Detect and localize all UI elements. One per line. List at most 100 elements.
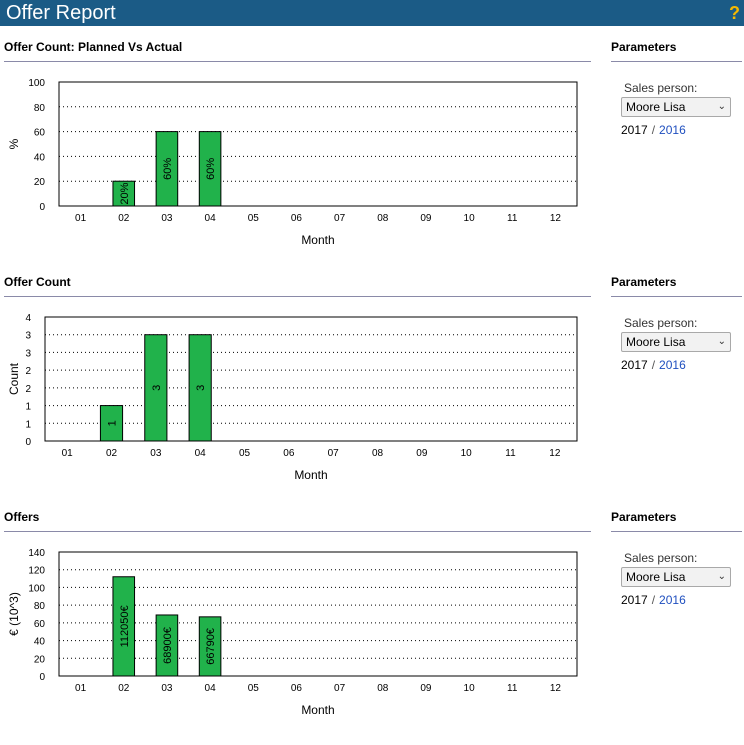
year-selector: 2017/2016 xyxy=(621,593,686,607)
chevron-down-icon: ⌄ xyxy=(717,336,726,347)
title-bar: Offer Report ? xyxy=(0,0,744,26)
section-title: Offer Count: Planned Vs Actual xyxy=(4,40,183,54)
salesperson-select[interactable]: Moore Lisa ⌄ xyxy=(621,332,731,352)
salesperson-select[interactable]: Moore Lisa ⌄ xyxy=(621,97,731,117)
y-tick-label: 20 xyxy=(34,654,46,665)
salesperson-label: Sales person: xyxy=(624,316,698,330)
x-tick-label: 08 xyxy=(377,213,389,224)
bar-data-label: 3 xyxy=(195,385,207,391)
x-tick-label: 12 xyxy=(550,683,562,694)
chart-section-offer-count: Offer Count Parameters Sales person: Moo… xyxy=(0,275,744,510)
year-current: 2017 xyxy=(621,593,648,607)
x-tick-label: 04 xyxy=(205,683,217,694)
x-tick-label: 08 xyxy=(377,683,389,694)
y-tick-label: 2 xyxy=(25,384,31,395)
x-tick-label: 10 xyxy=(461,448,473,459)
x-tick-label: 01 xyxy=(62,448,74,459)
gridlines xyxy=(59,551,577,659)
x-tick-label: 03 xyxy=(161,213,173,224)
plot-frame xyxy=(44,316,578,442)
y-tick-label: 0 xyxy=(39,672,45,683)
x-axis-label: Month xyxy=(301,703,334,717)
y-axis-label: € (10^3) xyxy=(7,592,21,636)
y-tick-label: 0 xyxy=(25,437,31,448)
offers-chart: 0 20 40 60 80 100 120 140 01 112050€ 02 68900€ 03 667… xyxy=(7,548,578,717)
bar-data-label: 60% xyxy=(162,158,174,180)
x-tick-label: 11 xyxy=(507,683,518,694)
y-tick-label: 120 xyxy=(28,566,45,577)
salesperson-value: Moore Lisa xyxy=(626,335,686,349)
year-selector: 2017/2016 xyxy=(621,358,686,372)
x-axis-label: Month xyxy=(301,233,334,247)
divider xyxy=(611,531,742,532)
divider xyxy=(611,296,742,297)
y-tick-label: 0 xyxy=(39,202,45,213)
x-tick-label: 04 xyxy=(195,448,207,459)
x-tick-label: 09 xyxy=(420,213,432,224)
salesperson-select[interactable]: Moore Lisa ⌄ xyxy=(621,567,731,587)
year-current: 2017 xyxy=(621,358,648,372)
y-tick-label: 1 xyxy=(25,402,31,413)
bar-data-label: 66790€ xyxy=(205,628,217,665)
parameters-title: Parameters xyxy=(611,40,677,54)
bar-data-label: 1 xyxy=(107,420,119,426)
year-separator: / xyxy=(651,593,656,607)
divider xyxy=(4,296,591,297)
y-tick-label: 140 xyxy=(28,548,45,559)
section-title: Offer Count xyxy=(4,275,71,289)
x-tick-label: 03 xyxy=(161,683,173,694)
x-tick-label: 07 xyxy=(328,448,340,459)
parameters-title: Parameters xyxy=(611,275,677,289)
x-tick-label: 07 xyxy=(334,683,346,694)
year-current: 2017 xyxy=(621,123,648,137)
gridlines xyxy=(45,316,577,424)
y-tick-label: 3 xyxy=(25,331,31,342)
salesperson-label: Sales person: xyxy=(624,551,698,565)
x-tick-label: 01 xyxy=(75,213,87,224)
chevron-down-icon: ⌄ xyxy=(717,571,726,582)
y-tick-label: 60 xyxy=(34,128,46,139)
year-separator: / xyxy=(651,358,656,372)
divider xyxy=(4,61,591,62)
x-tick-label: 01 xyxy=(75,683,87,694)
year-link[interactable]: 2016 xyxy=(659,358,686,372)
salesperson-label: Sales person: xyxy=(624,81,698,95)
x-tick-label: 02 xyxy=(106,448,118,459)
x-tick-label: 06 xyxy=(291,683,303,694)
x-tick-label: 11 xyxy=(505,448,516,459)
chevron-down-icon: ⌄ xyxy=(717,101,726,112)
year-link[interactable]: 2016 xyxy=(659,123,686,137)
bar-data-label: 20% xyxy=(119,182,131,204)
parameters-title: Parameters xyxy=(611,510,677,524)
chart-section-offers: Offers Parameters Sales person: Moore Li… xyxy=(0,510,744,745)
help-icon[interactable]: ? xyxy=(729,3,740,23)
divider xyxy=(4,531,591,532)
x-tick-label: 02 xyxy=(118,683,130,694)
x-axis-label: Month xyxy=(294,468,327,482)
year-link[interactable]: 2016 xyxy=(659,593,686,607)
bar-data-label: 3 xyxy=(151,385,163,391)
y-tick-label: 60 xyxy=(34,619,46,630)
plot-frame xyxy=(58,81,578,207)
x-tick-label: 10 xyxy=(464,683,476,694)
x-tick-label: 12 xyxy=(550,213,562,224)
x-tick-label: 04 xyxy=(205,213,217,224)
x-tick-label: 10 xyxy=(464,213,476,224)
y-tick-label: 20 xyxy=(34,177,46,188)
x-tick-label: 06 xyxy=(291,213,303,224)
year-selector: 2017/2016 xyxy=(621,123,686,137)
x-tick-label: 07 xyxy=(334,213,346,224)
salesperson-value: Moore Lisa xyxy=(626,570,686,584)
y-tick-label: 1 xyxy=(25,419,31,430)
x-tick-label: 09 xyxy=(416,448,428,459)
divider xyxy=(611,61,742,62)
y-tick-label: 80 xyxy=(34,103,46,114)
y-tick-label: 3 xyxy=(25,348,31,359)
offer-count-planned-vs-actual-chart: 0 20 40 60 80 100 01 20% 02 60% 03 60% 04 05 06 07 08 09 1… xyxy=(7,78,578,247)
gridlines xyxy=(59,81,577,182)
section-title: Offers xyxy=(4,510,40,524)
chart-section-planned-vs-actual: Offer Count: Planned Vs Actual Parameter… xyxy=(0,40,744,275)
bar-data-label: 112050€ xyxy=(119,605,131,647)
y-tick-label: 100 xyxy=(28,78,45,89)
